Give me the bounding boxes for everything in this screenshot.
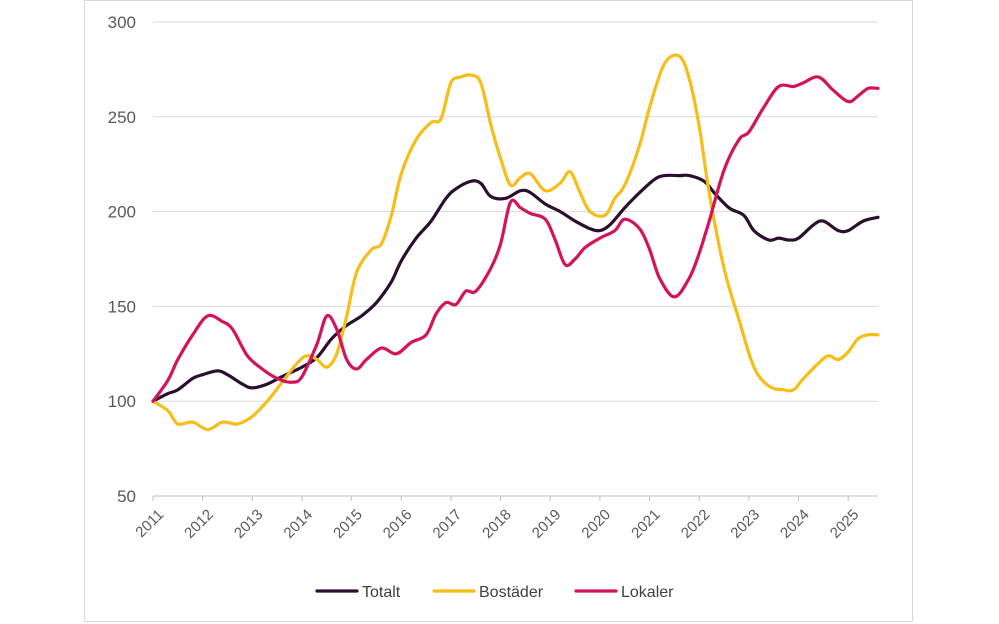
x-tick-label: 2014 — [281, 506, 317, 542]
gridlines — [153, 21, 878, 402]
y-tick-label: 250 — [108, 108, 136, 127]
legend-label: Totalt — [362, 584, 401, 601]
x-tick-label: 2012 — [181, 506, 217, 542]
legend: Totalt Bostäder Lokaler — [315, 584, 674, 601]
x-tick-label: 2019 — [529, 506, 565, 542]
chart-frame — [84, 0, 913, 622]
y-tick-label: 50 — [117, 487, 136, 506]
y-tick-label: 150 — [108, 297, 136, 316]
y-tick-label: 200 — [108, 203, 136, 222]
series-line-lokaler — [151, 75, 880, 403]
x-tick-label: 2021 — [628, 506, 664, 542]
y-tick-label: 100 — [108, 392, 136, 411]
x-tick-label: 2011 — [132, 506, 167, 541]
x-tick-label: 2013 — [231, 506, 267, 542]
x-tick-label: 2016 — [380, 506, 416, 542]
y-axis-ticks: 300 250 200 150 100 50 — [108, 13, 136, 506]
x-tick-label: 2018 — [479, 506, 515, 542]
x-tick-label: 2025 — [827, 506, 863, 542]
series-line-totalt — [151, 173, 880, 403]
series-lines — [151, 53, 880, 432]
x-tick-label: 2022 — [678, 506, 714, 542]
x-tick-label: 2017 — [430, 506, 466, 542]
legend-label: Lokaler — [621, 584, 674, 601]
legend-label: Bostäder — [479, 584, 544, 601]
y-tick-label: 300 — [108, 13, 136, 32]
x-tick-label: 2015 — [330, 506, 366, 542]
x-tick-label: 2023 — [727, 506, 763, 542]
x-axis: 2011 2012 2013 2014 2015 2016 2017 2018 2019 2020… — [132, 495, 878, 542]
x-tick-label: 2024 — [777, 506, 813, 542]
series-line-bostäder — [151, 53, 880, 432]
x-tick-label: 2020 — [578, 506, 614, 542]
